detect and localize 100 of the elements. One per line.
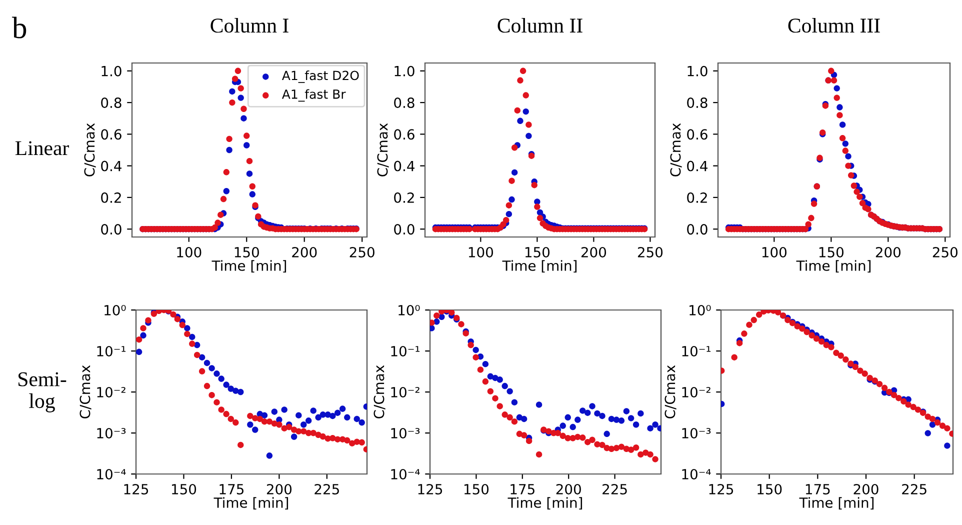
point xyxy=(939,422,946,429)
point xyxy=(924,430,931,436)
legend-label: A1_fast Br xyxy=(282,89,346,102)
point xyxy=(746,322,752,328)
point xyxy=(741,330,748,337)
x-tick-label: 125 xyxy=(709,484,734,494)
x-tick-label: 225 xyxy=(902,484,926,494)
y-tick-label: 0.8 xyxy=(687,98,708,108)
point xyxy=(286,424,292,430)
point xyxy=(252,426,258,433)
point xyxy=(881,384,888,391)
x-tick-label: 200 xyxy=(266,484,292,494)
point xyxy=(281,406,288,413)
y-tick-label: 10⁻⁴ xyxy=(97,468,126,480)
point xyxy=(358,419,365,426)
text: Semi- log xyxy=(18,372,66,412)
x-tick-label: 125 xyxy=(124,484,148,494)
y-tick-label: 0.0 xyxy=(394,224,414,235)
x-tick-label: 225 xyxy=(602,484,627,494)
point xyxy=(599,442,606,448)
point xyxy=(944,425,950,432)
y-tick-label: 0.4 xyxy=(394,160,414,172)
point xyxy=(208,392,215,398)
point xyxy=(580,434,586,441)
point xyxy=(511,399,518,406)
x-tick-label: 125 xyxy=(418,484,442,494)
y-axis-title: C/Cmax xyxy=(670,123,682,176)
point xyxy=(247,422,254,428)
point xyxy=(638,410,644,417)
point xyxy=(560,422,566,429)
y-tick-label: 10⁻⁴ xyxy=(682,468,711,480)
y-tick-label: 10⁰ xyxy=(690,304,711,316)
y-tick-label: 0.2 xyxy=(687,192,707,203)
point xyxy=(218,406,224,413)
y-tick-label: 0.2 xyxy=(394,192,414,203)
point xyxy=(502,412,508,418)
point xyxy=(223,410,230,418)
point xyxy=(647,451,654,458)
point xyxy=(223,382,230,388)
point xyxy=(890,392,898,398)
point xyxy=(813,336,820,342)
point xyxy=(276,422,282,428)
point xyxy=(430,320,435,326)
point xyxy=(506,414,513,421)
point xyxy=(564,414,571,421)
y-axis-title: C/Cmax xyxy=(664,365,676,418)
y-tick-label: 10⁻³ xyxy=(97,428,126,438)
x-tick-label: 150 xyxy=(234,246,259,258)
chart-title: Column II xyxy=(498,18,582,33)
point xyxy=(218,376,224,382)
point xyxy=(905,402,912,408)
y-tick-label: 10⁰ xyxy=(104,304,126,316)
x-tick-label: 250 xyxy=(638,246,663,258)
point xyxy=(266,418,273,425)
point xyxy=(506,388,513,394)
point xyxy=(354,416,360,422)
x-tick-label: 250 xyxy=(932,246,958,258)
y-tick-label: 10⁻² xyxy=(682,386,710,398)
y-tick-label: 0.6 xyxy=(101,129,122,140)
point xyxy=(618,418,625,424)
x-tick-label: 100 xyxy=(177,246,202,258)
point xyxy=(799,326,806,332)
point xyxy=(174,316,181,322)
y-axis-title: C/Cmax xyxy=(80,365,92,418)
point xyxy=(944,442,950,449)
y-tick-label: 10⁻³ xyxy=(682,428,711,438)
x-axis-title: Time [min] xyxy=(508,497,582,510)
x-tick-label: 100 xyxy=(762,246,786,258)
point xyxy=(594,410,600,417)
point xyxy=(310,430,316,436)
point xyxy=(194,352,200,358)
y-tick-label: 10⁰ xyxy=(398,304,420,316)
point xyxy=(842,356,849,363)
point xyxy=(344,414,350,421)
x-tick-label: 150 xyxy=(525,246,550,258)
x-axis-title: Time [min] xyxy=(796,260,871,273)
point xyxy=(652,422,658,428)
y-tick-label: 0.0 xyxy=(687,224,708,235)
point xyxy=(194,342,200,348)
point xyxy=(472,354,479,360)
x-tick-label: 200 xyxy=(854,484,878,494)
point xyxy=(608,416,615,422)
x-tick-label: 200 xyxy=(292,246,317,258)
x-tick-label: 100 xyxy=(468,246,493,258)
y-tick-label: 10⁻³ xyxy=(391,428,420,438)
point xyxy=(731,354,738,360)
point xyxy=(647,425,654,432)
point xyxy=(924,414,931,420)
point xyxy=(247,412,254,420)
point xyxy=(189,340,196,347)
point xyxy=(623,408,630,414)
point xyxy=(852,364,858,370)
point xyxy=(261,412,268,418)
point xyxy=(214,370,220,377)
y-tick-label: 0.8 xyxy=(394,98,414,108)
x-tick-label: 200 xyxy=(581,246,606,258)
point xyxy=(430,325,435,332)
point xyxy=(290,434,298,440)
point xyxy=(310,408,316,414)
x-tick-label: 175 xyxy=(220,484,244,494)
